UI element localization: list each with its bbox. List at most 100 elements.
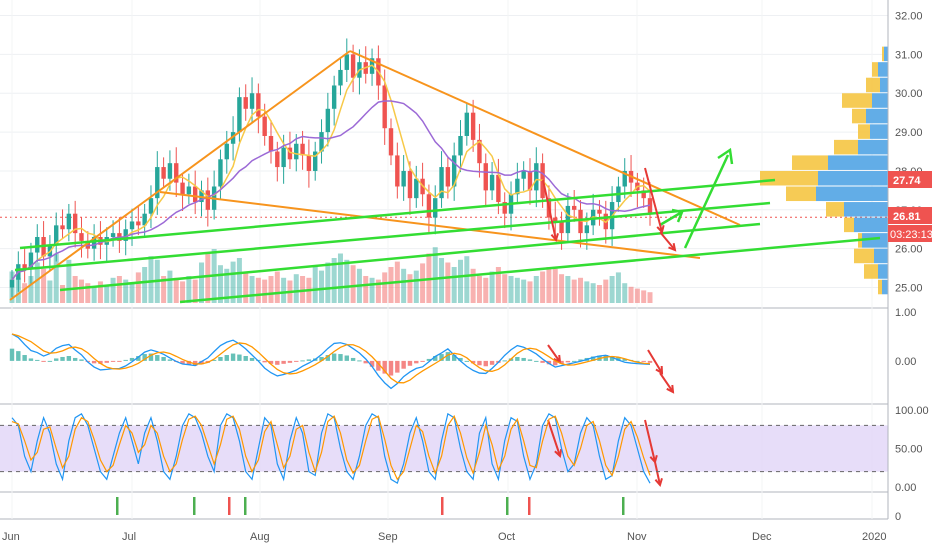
candle-body (110, 233, 116, 238)
candle-body (553, 217, 558, 222)
volume-bar (363, 276, 369, 303)
volume-profile-bar (844, 202, 888, 217)
volume-bar (22, 283, 28, 303)
volume-profile-bar (818, 170, 888, 186)
volume-profile-bar (862, 233, 888, 248)
volume-bar (476, 276, 482, 303)
macd-histogram-bar (79, 359, 84, 361)
y-tick-label: 25.00 (895, 283, 923, 295)
macd-tick-label: 1.00 (895, 307, 916, 319)
macd-histogram-bar (41, 360, 46, 362)
signal-marker (228, 497, 231, 515)
red-arrow (644, 419, 656, 463)
macd-histogram-bar (527, 359, 533, 361)
candle-body (313, 151, 318, 171)
volume-profile-bar (878, 62, 888, 77)
volume-bar (470, 268, 476, 303)
candle-body (401, 170, 406, 187)
y-tick-label: 30.00 (895, 88, 923, 100)
volume-bar (192, 279, 198, 303)
macd-histogram-bar (546, 360, 552, 365)
macd-histogram-bar (571, 360, 577, 362)
volume-bar (521, 279, 527, 303)
red-arrowhead (668, 242, 677, 252)
volume-bar (78, 279, 84, 303)
candle-body (464, 112, 470, 136)
volume-bar (388, 267, 394, 303)
candle-body (22, 264, 27, 269)
volume-bar (407, 274, 413, 303)
candle-body (483, 163, 488, 191)
volume-bar (337, 253, 343, 303)
volume-bars (9, 247, 653, 303)
candle-body (433, 198, 438, 218)
volume-bar (603, 279, 609, 303)
candle-body (414, 178, 419, 199)
volume-bar (615, 272, 621, 303)
volume-bar (590, 283, 596, 303)
macd-histogram-bar (243, 356, 248, 361)
volume-bar (331, 258, 337, 303)
macd-histogram-bar (136, 356, 141, 361)
volume-bar (401, 268, 407, 303)
volume-bar (565, 276, 571, 303)
volume-bar (91, 286, 97, 303)
candle-body (344, 54, 349, 70)
macd-histogram-bar (294, 360, 299, 362)
volume-profile-bar (880, 77, 888, 93)
volume-profile-bar (864, 264, 878, 279)
macd-histogram-bar (603, 355, 608, 361)
macd-histogram-bar (553, 360, 558, 366)
volume-bar (217, 265, 223, 303)
green-channel-line (14, 201, 771, 272)
volume-bar (647, 292, 653, 303)
macd-histogram-bar (16, 351, 21, 361)
candle-body (451, 155, 457, 187)
last-price-badge (888, 171, 932, 188)
macd-histogram-bar (306, 359, 312, 361)
trend-lines (9, 50, 881, 304)
volume-bar (540, 271, 546, 303)
macd-histogram-bar (224, 355, 229, 361)
macd-histogram-bar (433, 356, 438, 361)
volume-bar (60, 285, 66, 303)
macd-histogram-bar (426, 358, 432, 361)
signal-marker (244, 497, 247, 515)
macd-histogram-bar (565, 360, 571, 363)
macd-histogram-bar (22, 355, 27, 361)
signal-marker (441, 497, 444, 515)
volume-profile-bar (872, 93, 888, 108)
macd-histogram-bar (281, 360, 286, 364)
macd-histogram-bar (363, 360, 368, 364)
volume-bar (464, 256, 470, 303)
macd-histogram-bar (470, 360, 476, 364)
macd-histogram-bar (47, 360, 53, 362)
volume-bar (205, 253, 211, 303)
candle-body (395, 155, 400, 187)
candle-body (470, 112, 476, 140)
volume-bar (97, 281, 103, 303)
current-price-label: 26.81 (893, 211, 921, 223)
macd-histogram-bar (439, 354, 444, 361)
candle-body (28, 252, 34, 269)
ma-fast-line (11, 64, 651, 281)
candle-body (123, 229, 128, 241)
macd-histogram-bar (72, 357, 78, 361)
red-arrowhead (656, 224, 665, 235)
red-arrowhead (666, 384, 675, 394)
volume-profile-bar (878, 264, 888, 279)
macd-histogram-bar (142, 354, 147, 361)
red-arrowhead (554, 448, 563, 458)
signal-marker (622, 497, 625, 515)
stoch-tick-label: 100.00 (895, 405, 929, 417)
volume-bar (628, 286, 634, 303)
volume-bar (186, 276, 192, 303)
volume-bar (224, 268, 230, 303)
candle-body (79, 233, 84, 241)
volume-bar (312, 267, 318, 303)
macd-histogram-bar (129, 357, 135, 361)
stochastic-panel (0, 412, 888, 488)
macd-histogram-bar (199, 360, 204, 365)
volume-bar (445, 262, 451, 303)
countdown-badge (888, 225, 932, 242)
